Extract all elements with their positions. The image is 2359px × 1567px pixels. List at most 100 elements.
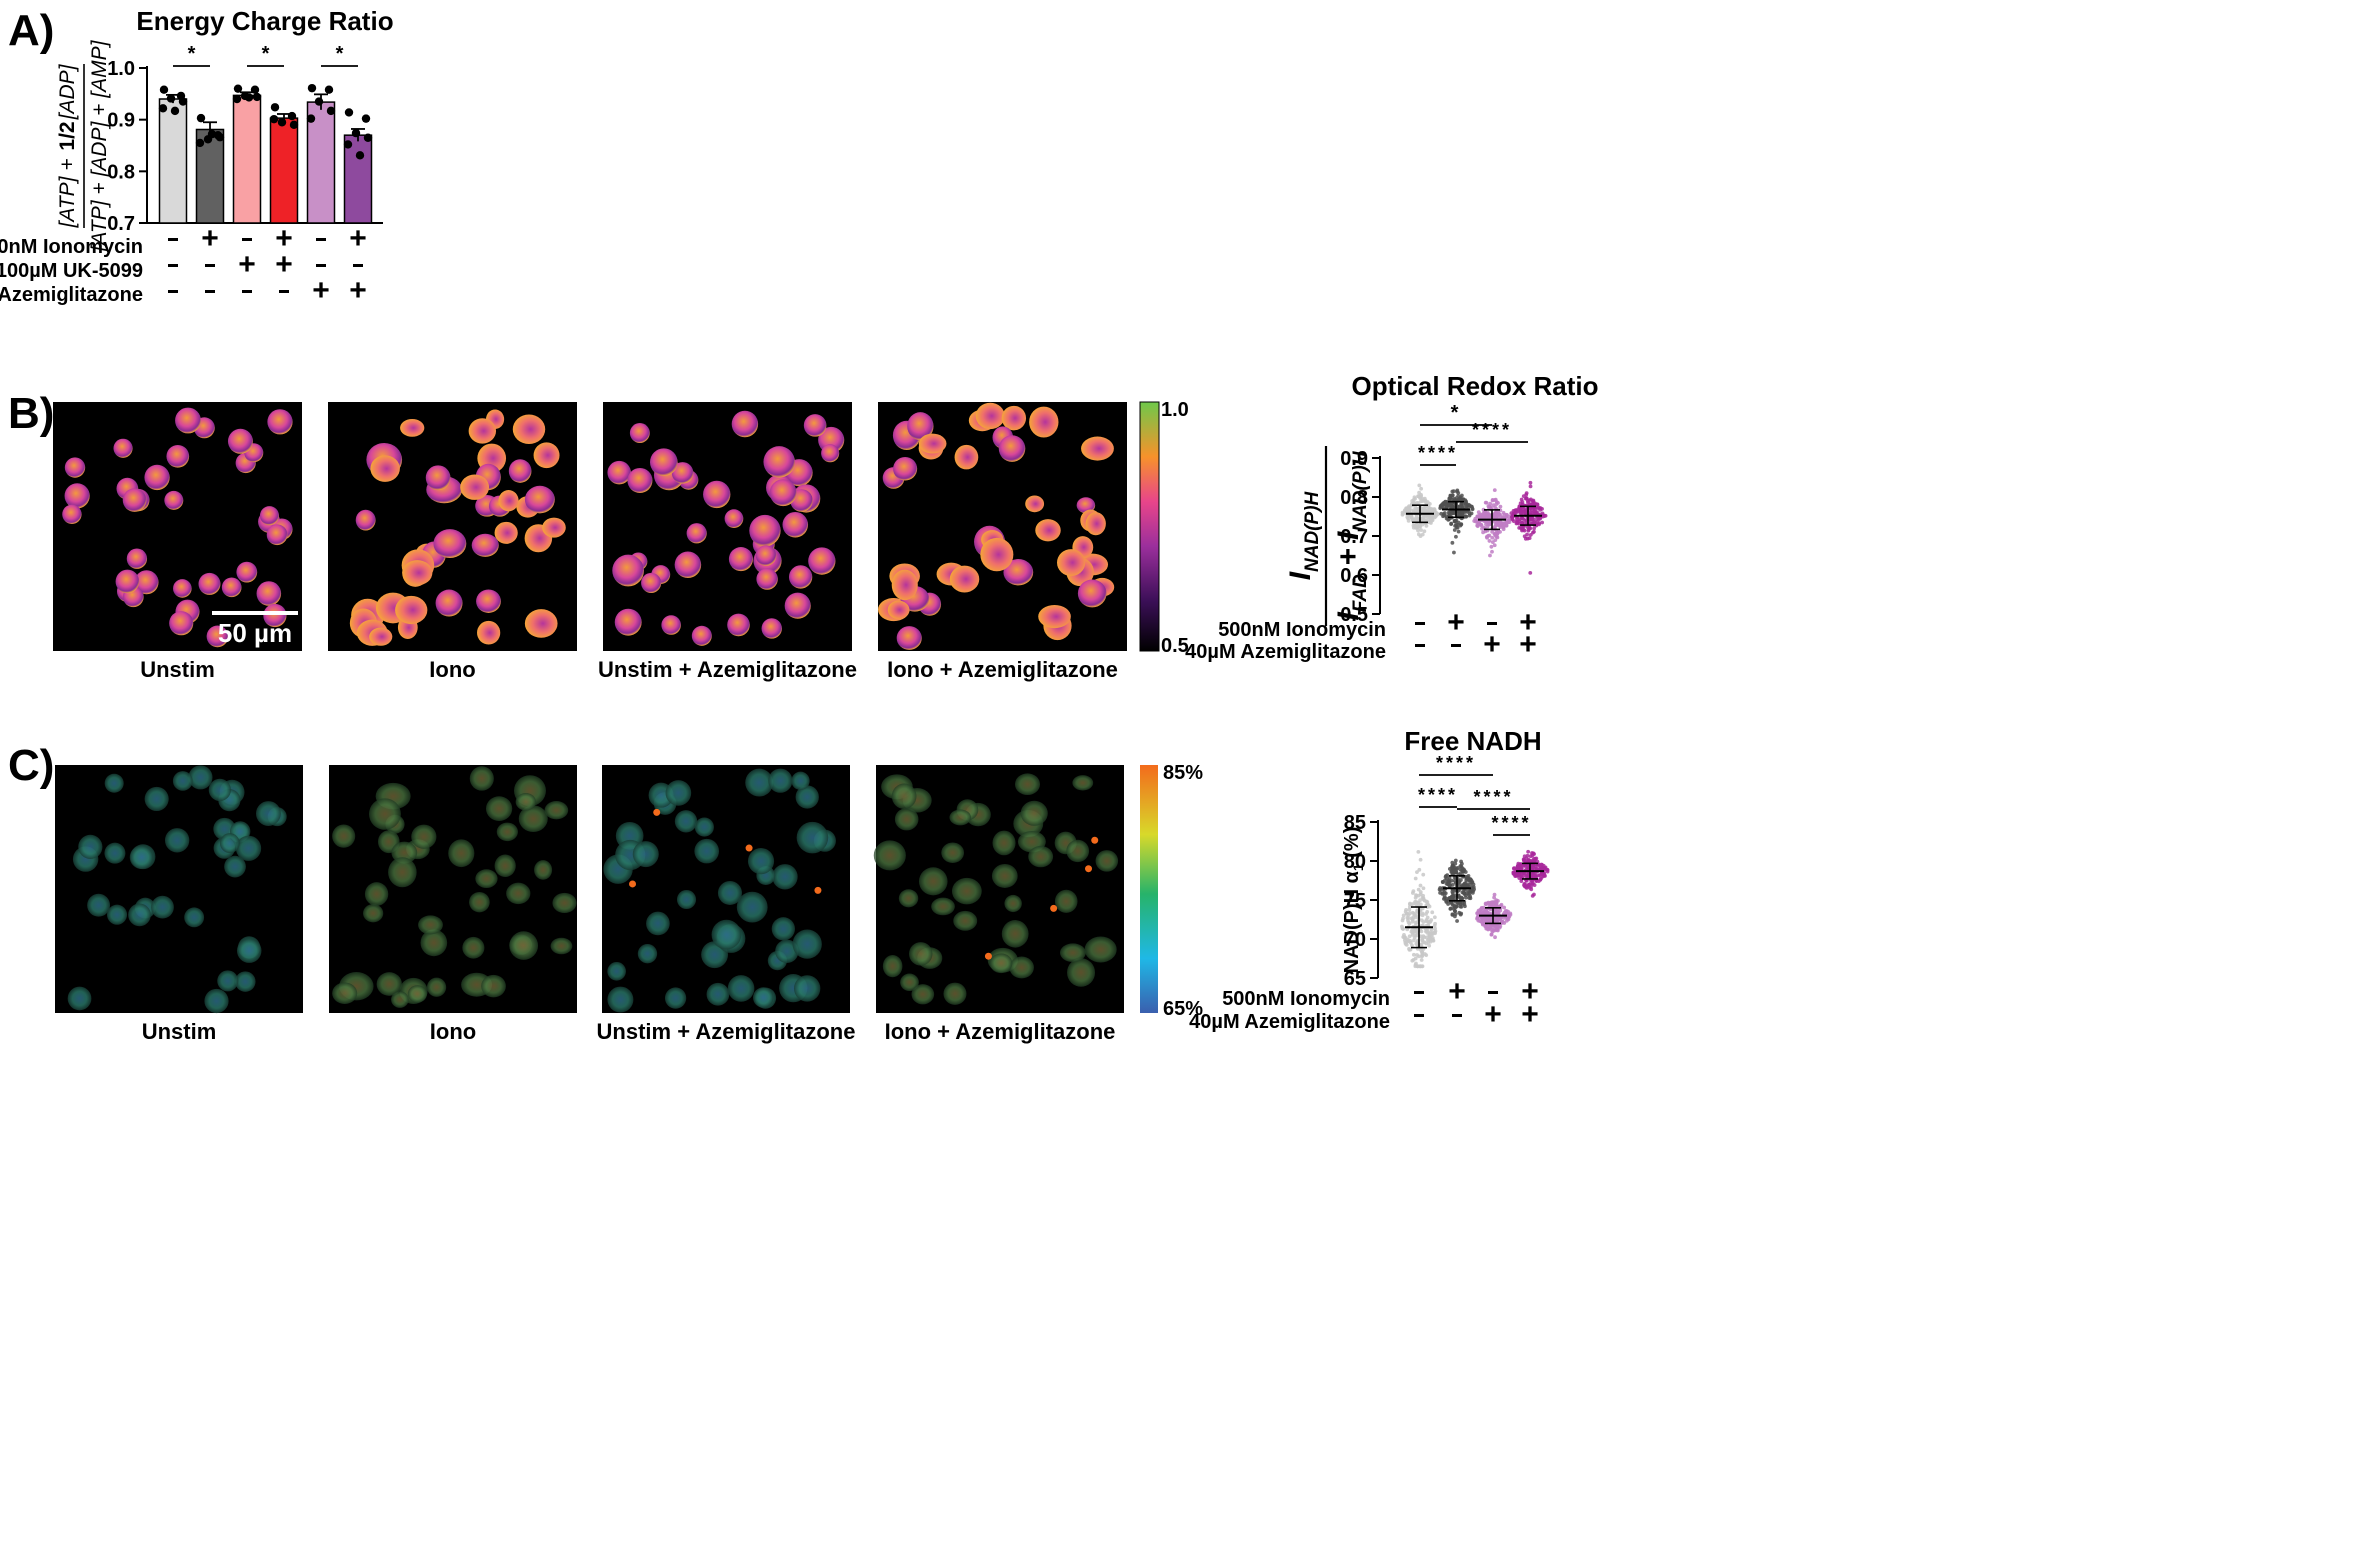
cell	[1095, 850, 1119, 872]
cell	[1066, 839, 1090, 863]
data-point	[1402, 508, 1407, 513]
cell	[727, 975, 755, 1002]
ionomycin-row-plus: +	[349, 222, 367, 255]
cell	[612, 554, 645, 587]
cell	[208, 778, 231, 802]
data-point	[1487, 539, 1492, 543]
data-point	[1520, 871, 1524, 876]
cell	[175, 407, 201, 434]
cell	[736, 891, 768, 923]
bright-spot	[1050, 904, 1058, 912]
data-point	[344, 108, 354, 117]
data-point	[1533, 508, 1538, 513]
cell	[676, 889, 697, 910]
data-point	[233, 84, 243, 93]
data-point	[1489, 900, 1494, 905]
data-point	[1400, 926, 1405, 931]
data-point	[1456, 490, 1461, 495]
ionomycin-row-label: 500nM Ionomycin	[1222, 988, 1390, 1010]
azemiglitazone-row-minus	[1415, 644, 1425, 647]
redox-colorbar-min: 0.5	[1161, 635, 1189, 657]
cell	[686, 523, 707, 544]
data-point	[170, 106, 180, 116]
data-point	[1420, 532, 1425, 537]
data-point	[1531, 881, 1535, 886]
data-point	[1407, 947, 1412, 952]
data-point	[1509, 514, 1514, 519]
data-point	[1402, 935, 1407, 939]
cell	[951, 877, 982, 905]
chart-title: Optical Redox Ratio	[1351, 371, 1598, 401]
data-point	[1454, 869, 1459, 874]
cell	[1060, 943, 1086, 963]
cell	[355, 509, 376, 531]
data-point	[207, 129, 217, 139]
cell	[391, 841, 418, 864]
data-point	[1489, 544, 1494, 549]
nadh-image-4	[873, 765, 1124, 1013]
data-point	[1485, 512, 1490, 516]
data-point	[1420, 506, 1425, 511]
y-tick-label: 0.7	[107, 213, 135, 235]
data-point	[1464, 514, 1469, 519]
panel-label-c: C)	[8, 741, 54, 790]
cell	[731, 410, 759, 438]
data-point	[1407, 934, 1412, 939]
data-point	[1413, 876, 1418, 881]
data-point	[1528, 570, 1533, 575]
cell	[949, 809, 972, 826]
cell	[694, 838, 720, 864]
data-point	[1523, 509, 1528, 514]
cell	[1054, 889, 1078, 913]
data-point	[1484, 918, 1489, 923]
ionomycin-row-minus	[242, 238, 252, 241]
data-point	[351, 128, 361, 138]
data-point	[1405, 507, 1410, 512]
cell	[931, 897, 955, 916]
data-point	[1418, 857, 1423, 862]
data-point	[1476, 510, 1481, 515]
data-point	[1433, 921, 1438, 926]
cell	[1003, 559, 1034, 586]
data-point	[1467, 896, 1472, 900]
data-point	[1471, 882, 1476, 887]
data-point	[1432, 915, 1437, 920]
cell	[911, 984, 935, 1005]
cell	[674, 810, 698, 833]
bar	[158, 98, 188, 224]
significance-label: ****	[1473, 787, 1513, 807]
cell	[164, 490, 184, 510]
free-nadh-chart: Free NADH 65 70 75 80 85 **** **** **** **** 500nM…	[1189, 726, 1550, 1033]
y-tick-label: 0.6	[1340, 565, 1368, 587]
cell	[954, 444, 979, 470]
data-point	[1493, 512, 1498, 517]
cell	[126, 548, 148, 569]
data-point	[1425, 900, 1430, 904]
data-point	[1532, 856, 1536, 861]
data-point	[1440, 880, 1445, 884]
cell	[469, 766, 494, 791]
cell	[475, 869, 498, 889]
data-point	[1502, 905, 1507, 910]
data-point	[1519, 511, 1523, 516]
data-point	[1526, 500, 1530, 505]
azemiglitazone-row-label: 40µM Azemiglitazone	[1185, 641, 1386, 663]
data-point	[1488, 926, 1493, 930]
cell	[206, 625, 229, 648]
cell	[236, 561, 258, 583]
y-tick-label: 80	[1344, 851, 1366, 873]
data-point	[1421, 498, 1426, 503]
cell	[107, 904, 128, 925]
cell	[998, 435, 1026, 462]
data-point	[1532, 502, 1537, 507]
data-point	[1461, 497, 1466, 502]
data-point	[1465, 503, 1470, 508]
nadh-colorbar-min: 65%	[1163, 998, 1203, 1020]
cell	[509, 931, 539, 960]
data-point	[1445, 876, 1449, 881]
cell	[768, 768, 793, 793]
data-point	[324, 85, 334, 94]
data-point	[1410, 891, 1415, 895]
